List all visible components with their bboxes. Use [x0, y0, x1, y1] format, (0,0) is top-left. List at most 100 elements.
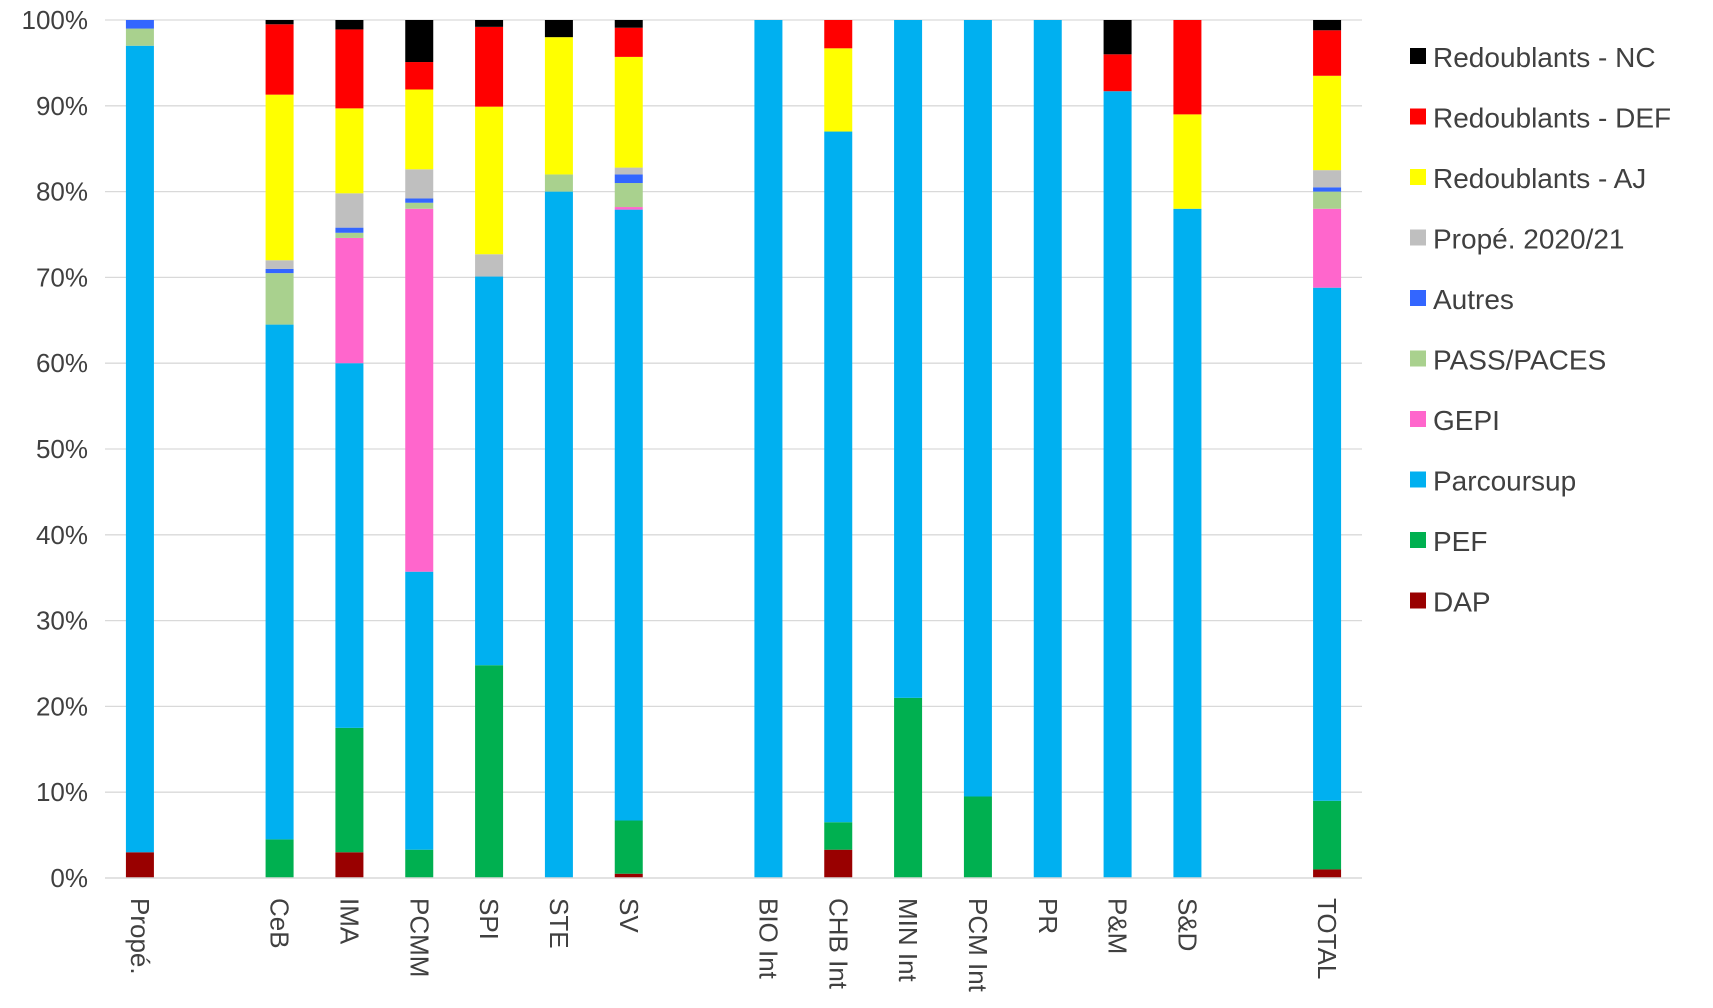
legend-item-redoublants-nc: Redoublants - NC [1410, 42, 1656, 73]
gridlines [105, 19, 1362, 793]
bar-segment-redoublants-aj-pcmm [405, 89, 434, 170]
y-tick-label: 50% [36, 434, 88, 464]
bar-segment-redoublants-def-chb-int [824, 20, 853, 49]
legend-label: DAP [1433, 587, 1491, 618]
bars [125, 20, 1342, 879]
bar-segment-pass-paces-total [1313, 191, 1342, 209]
bar-segment-parcoursup-sv [614, 209, 643, 821]
legend-item-pef: PEF [1410, 526, 1487, 557]
bar-segment-prop-2020-21-total [1313, 170, 1342, 188]
bar-segment-redoublants-nc-ima [335, 20, 364, 30]
bar-segment-redoublants-nc-p-m [1103, 20, 1132, 55]
legend-item-redoublants-aj: Redoublants - AJ [1410, 163, 1646, 194]
bar-segment-dap-chb-int [824, 849, 853, 878]
x-tick-label: SV [614, 898, 644, 933]
legend-swatch [1410, 350, 1426, 367]
bar-segment-autres-pcmm [405, 198, 434, 203]
bar-segment-gepi-sv [614, 207, 643, 210]
x-tick-label: SPI [474, 898, 504, 940]
bar-segment-gepi-total [1313, 208, 1342, 288]
bar-segment-prop-2020-21-pcmm [405, 169, 434, 199]
bar-segment-pass-paces-prop [125, 28, 154, 46]
legend-item-parcoursup: Parcoursup [1410, 466, 1576, 497]
bar-segment-pef-sv [614, 820, 643, 874]
bar-segment-redoublants-aj-spi [475, 106, 504, 255]
bar-segment-redoublants-def-spi [475, 26, 504, 107]
bar-segment-redoublants-aj-sv [614, 56, 643, 168]
bar-segment-redoublants-nc-pcmm [405, 20, 434, 63]
y-axis-ticks: 0% 10% 20% 30% 40% 50% 60% 70% 80% 90% 100% [22, 5, 89, 893]
legend-label: Redoublants - DEF [1433, 103, 1671, 134]
bar-segment-prop-2020-21-ceb [265, 260, 294, 269]
bar-segment-gepi-ima [335, 237, 364, 364]
legend-swatch [1410, 471, 1426, 488]
bar-segment-autres-ceb [265, 268, 294, 274]
bar-segment-parcoursup-pcmm [405, 571, 434, 850]
bar-segment-pef-pcmm [405, 849, 434, 878]
legend-swatch [1410, 229, 1426, 246]
y-tick-label: 100% [22, 5, 89, 35]
bar-segment-parcoursup-ima [335, 363, 364, 728]
bar-segment-dap-prop [125, 852, 154, 878]
legend-item-prop-2020-21: Propé. 2020/21 [1410, 224, 1625, 255]
bar-segment-redoublants-nc-total [1313, 20, 1342, 31]
bar-segment-pef-ima [335, 727, 364, 853]
x-tick-label: Propé. [125, 898, 155, 975]
x-tick-label: CeB [265, 898, 295, 949]
bar-segment-autres-total [1313, 187, 1342, 192]
bar-segment-prop-2020-21-sv [614, 167, 643, 175]
y-tick-label: 70% [36, 262, 88, 292]
y-tick-label: 30% [36, 606, 88, 636]
bar-segment-autres-sv [614, 174, 643, 184]
legend-swatch [1410, 411, 1426, 427]
bar-segment-pef-min-int [894, 697, 923, 878]
bar-segment-parcoursup-ceb [265, 324, 294, 840]
bar-segment-redoublants-def-pcmm [405, 62, 434, 90]
bar-segment-parcoursup-bio-int [754, 20, 783, 878]
x-tick-label: TOTAL [1312, 898, 1342, 979]
y-tick-label: 20% [36, 691, 88, 721]
bar-segment-parcoursup-chb-int [824, 131, 853, 823]
bar-segment-redoublants-nc-sv [614, 20, 643, 28]
bar-segment-dap-sv [614, 873, 643, 878]
bar-segment-redoublants-aj-ima [335, 108, 364, 194]
bar-segment-dap-total [1313, 869, 1342, 878]
x-tick-label: STE [544, 898, 574, 949]
bar-segment-redoublants-def-total [1313, 30, 1342, 76]
x-tick-label: IMA [334, 898, 364, 945]
bar-segment-pass-paces-pcmm [405, 202, 434, 209]
y-tick-label: 40% [36, 520, 88, 550]
bar-segment-pass-paces-ima [335, 232, 364, 238]
bar-segment-redoublants-def-sv [614, 27, 643, 57]
y-tick-label: 60% [36, 348, 88, 378]
bar-segment-redoublants-def-s-d [1173, 20, 1202, 115]
y-tick-label: 90% [36, 91, 88, 121]
bar-segment-parcoursup-spi [475, 276, 504, 666]
legend-label: GEPI [1433, 405, 1500, 436]
legend-item-autres: Autres [1410, 284, 1514, 315]
legend-item-pass-paces: PASS/PACES [1410, 345, 1606, 376]
legend-item-gepi: GEPI [1410, 405, 1500, 436]
legend-swatch [1410, 592, 1426, 609]
bar-segment-redoublants-aj-ceb [265, 94, 294, 261]
legend-label: Autres [1433, 284, 1514, 315]
bar-segment-redoublants-def-p-m [1103, 54, 1132, 92]
legend-label: Parcoursup [1433, 466, 1576, 497]
legend-swatch [1410, 532, 1426, 548]
legend-label: Redoublants - AJ [1433, 163, 1646, 194]
bar-segment-parcoursup-p-m [1103, 91, 1132, 879]
legend-label: Propé. 2020/21 [1433, 224, 1625, 255]
bar-segment-redoublants-nc-spi [475, 20, 504, 27]
x-tick-label: PCMM [404, 898, 434, 977]
legend-swatch [1410, 290, 1426, 306]
legend-label: PASS/PACES [1433, 345, 1606, 376]
bar-segment-parcoursup-prop [125, 45, 154, 853]
bar-segment-pef-chb-int [824, 822, 853, 850]
bar-segment-redoublants-aj-s-d [1173, 114, 1202, 209]
legend: Redoublants - NC Redoublants - DEF Redoubl… [1410, 42, 1671, 618]
bar-segment-pass-paces-ceb [265, 273, 294, 325]
bar-segment-parcoursup-s-d [1173, 208, 1202, 878]
legend-label: Redoublants - NC [1433, 42, 1656, 73]
bar-segment-redoublants-def-ima [335, 29, 364, 109]
